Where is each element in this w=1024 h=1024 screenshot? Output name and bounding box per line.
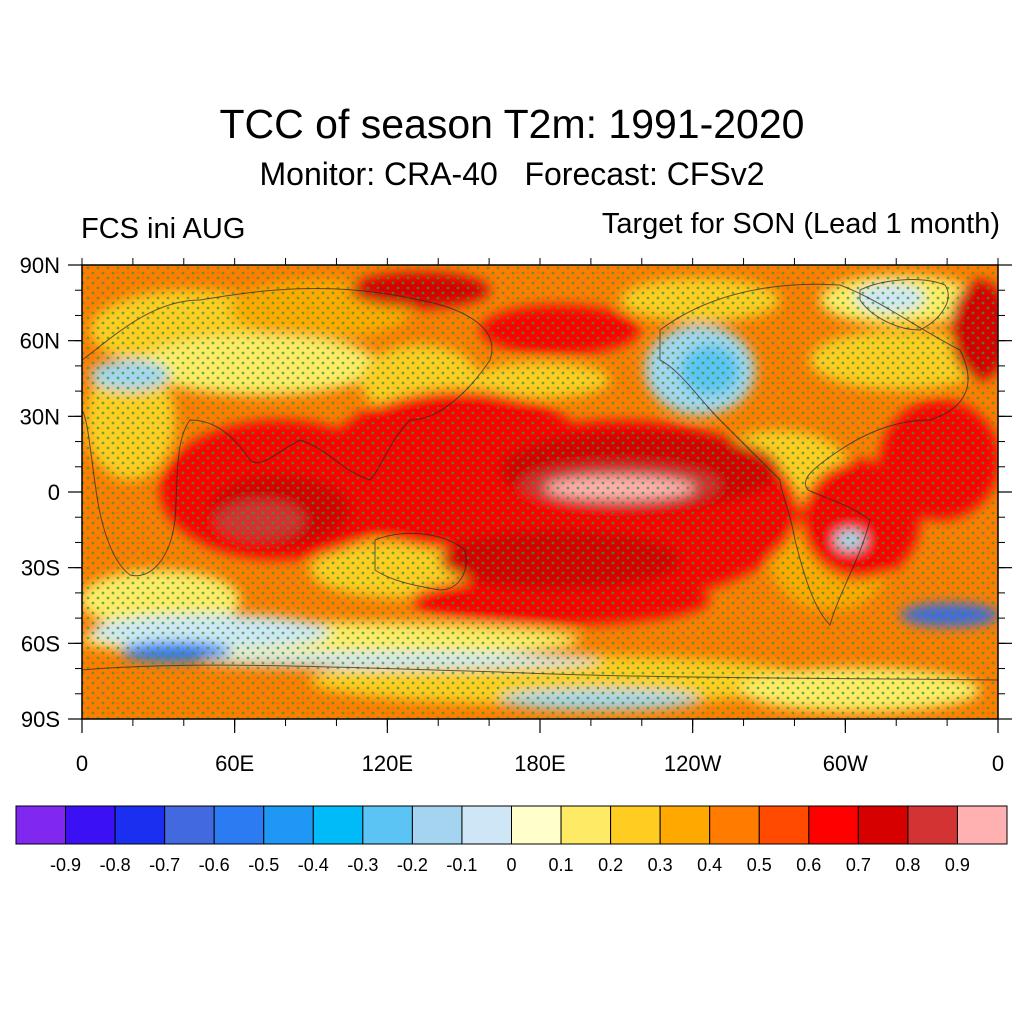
colorbar-label: 0.5: [747, 855, 772, 875]
lat-tick-label: 30N: [20, 404, 60, 429]
chart-subtitle: Monitor: CRA-40 Forecast: CFSv2: [259, 156, 765, 192]
lat-tick-label: 0: [48, 480, 60, 505]
colorbar-label: 0.4: [697, 855, 722, 875]
colorbar-label: 0.3: [648, 855, 673, 875]
lon-tick-label: 60E: [215, 751, 254, 776]
colorbar-box: [114, 805, 166, 845]
lat-tick-label: 90N: [20, 253, 60, 278]
longitude-axis: 0 60E 120E 180E 120W 60W 0: [76, 258, 1004, 776]
colorbar-label: 0.6: [796, 855, 821, 875]
colorbar-box: [312, 805, 364, 845]
colorbar-box: [956, 805, 1008, 845]
chart-title: TCC of season T2m: 1991-2020: [219, 101, 805, 147]
colorbar-box: [164, 805, 215, 845]
colorbar-box: [610, 805, 661, 845]
colorbar-label: 0.9: [945, 855, 970, 875]
coastlines: [82, 279, 998, 681]
colorbar-label: 0.1: [549, 855, 574, 875]
colorbar-box: [362, 805, 413, 845]
colorbar-label: 0: [506, 855, 516, 875]
colorbar-box: [758, 805, 810, 845]
lon-tick-label: 120E: [362, 751, 413, 776]
lat-tick-label: 30S: [21, 556, 60, 581]
lat-tick-label: 60N: [20, 329, 60, 354]
colorbar-label: -0.5: [248, 855, 279, 875]
colorbar-box: [560, 805, 612, 845]
colorbar-label: 0.8: [895, 855, 920, 875]
lon-tick-label: 120W: [664, 751, 722, 776]
colorbar-box: [461, 805, 513, 845]
colorbar-label: -0.1: [446, 855, 477, 875]
colorbar-box: [907, 805, 958, 845]
lon-tick-label: 180E: [514, 751, 565, 776]
colorbar-label: -0.2: [397, 855, 428, 875]
lon-tick-label: 0: [76, 751, 88, 776]
lon-tick-label: 60W: [823, 751, 868, 776]
colorbar-label: -0.9: [50, 855, 81, 875]
colorbar-box: [659, 805, 711, 845]
colorbar-box: [15, 805, 67, 845]
colorbar-box: [511, 805, 562, 845]
colorbar-box: [263, 805, 314, 845]
colorbar-box: [857, 805, 909, 845]
colorbar-box: [411, 805, 463, 845]
colorbar-label: -0.4: [298, 855, 329, 875]
colorbar-box: [65, 805, 116, 845]
lat-tick-label: 60S: [21, 631, 60, 656]
lat-tick-label: 90S: [21, 707, 60, 732]
colorbar-box: [709, 805, 760, 845]
colorbar-box: [808, 805, 859, 845]
lon-tick-label: 0: [992, 751, 1004, 776]
colorbar-box: [213, 805, 265, 845]
latitude-axis: 90N 60N 30N 0 30S 60S 90S: [20, 253, 1012, 732]
colorbar-label: -0.8: [100, 855, 131, 875]
colorbar: -0.9 -0.8 -0.7 -0.6 -0.5 -0.4 -0.3 -0.2 -0.1 0 0.1…: [15, 805, 1008, 875]
colorbar-label: -0.6: [199, 855, 230, 875]
left-string: FCS ini AUG: [81, 213, 246, 245]
colorbar-label: 0.2: [598, 855, 623, 875]
colorbar-label: -0.3: [347, 855, 378, 875]
correlation-field: [82, 265, 998, 719]
colorbar-label: -0.7: [149, 855, 180, 875]
colorbar-label: 0.7: [846, 855, 871, 875]
right-string: Target for SON (Lead 1 month): [601, 208, 1000, 240]
